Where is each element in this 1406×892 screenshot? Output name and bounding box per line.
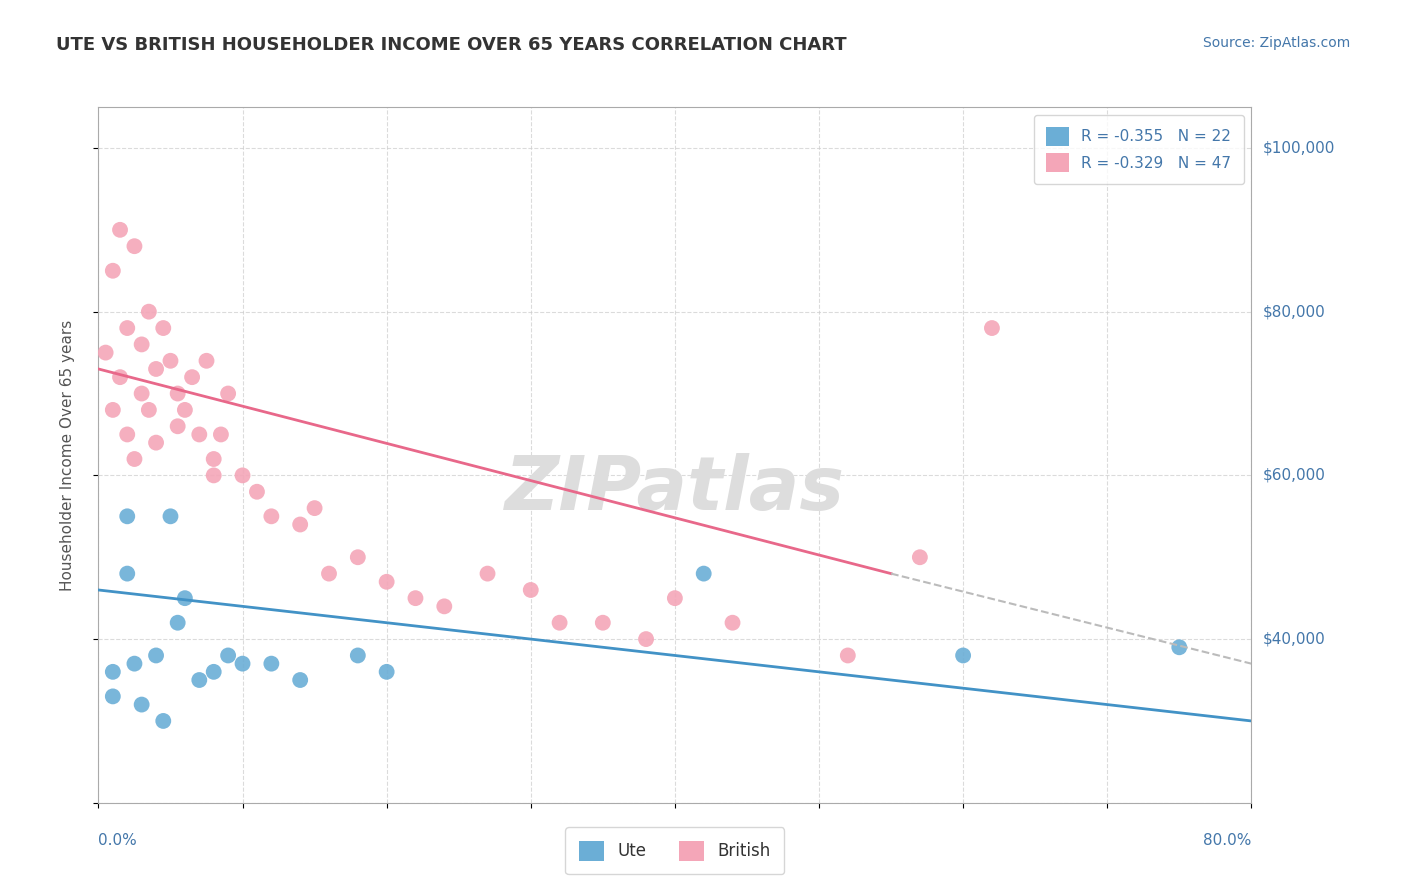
Point [145,648,167,663]
Point [346,550,368,565]
Point [159,353,181,368]
Point [188,673,211,687]
Point [108,370,131,384]
Point [290,517,312,532]
Point [166,386,188,401]
Point [188,427,211,442]
Point [174,591,197,606]
Point [405,591,427,606]
Point [101,665,124,679]
Point [592,615,614,630]
Point [124,657,146,671]
Point [152,714,174,728]
Point [117,427,138,442]
Point [260,657,283,671]
Point [721,615,744,630]
Point [952,648,974,663]
Point [166,615,188,630]
Text: 0.0%: 0.0% [98,833,138,848]
Point [837,648,859,663]
Point [260,509,283,524]
Point [664,591,686,606]
Point [101,264,124,278]
Point [131,386,153,401]
Point [908,550,931,565]
Point [246,484,269,499]
Point [202,468,225,483]
Text: $80,000: $80,000 [1263,304,1326,319]
Point [231,468,254,483]
Text: Source: ZipAtlas.com: Source: ZipAtlas.com [1202,36,1350,50]
Point [145,435,167,450]
Point [166,419,188,434]
Point [117,566,138,581]
Point [477,566,499,581]
Point [131,698,153,712]
Point [202,665,225,679]
Point [693,566,716,581]
Point [217,648,239,663]
Point [346,648,368,663]
Point [174,403,197,417]
Point [375,574,398,589]
Point [101,403,124,417]
Point [433,599,456,614]
Legend: Ute, British: Ute, British [565,828,785,874]
Point [217,386,239,401]
Point [636,632,658,646]
Point [1168,640,1191,655]
Point [145,362,167,376]
Point [520,582,543,597]
Point [231,657,254,671]
Point [209,427,232,442]
Point [375,665,398,679]
Y-axis label: Householder Income Over 65 years: Householder Income Over 65 years [60,319,75,591]
Point [181,370,204,384]
Point [195,353,218,368]
Point [117,509,138,524]
Point [318,566,340,581]
Text: UTE VS BRITISH HOUSEHOLDER INCOME OVER 65 YEARS CORRELATION CHART: UTE VS BRITISH HOUSEHOLDER INCOME OVER 6… [56,36,846,54]
Point [159,509,181,524]
Point [131,337,153,351]
Point [152,321,174,335]
Point [138,403,160,417]
Point [304,501,326,516]
Point [124,452,146,467]
Text: $100,000: $100,000 [1263,140,1334,155]
Point [202,452,225,467]
Point [138,304,160,318]
Point [548,615,571,630]
Text: 80.0%: 80.0% [1204,833,1251,848]
Text: $60,000: $60,000 [1263,468,1326,483]
Point [94,345,117,359]
Text: ZIPatlas: ZIPatlas [505,453,845,526]
Point [124,239,146,253]
Point [117,321,138,335]
Text: $40,000: $40,000 [1263,632,1326,647]
Point [108,223,131,237]
Point [101,690,124,704]
Point [290,673,312,687]
Point [981,321,1004,335]
